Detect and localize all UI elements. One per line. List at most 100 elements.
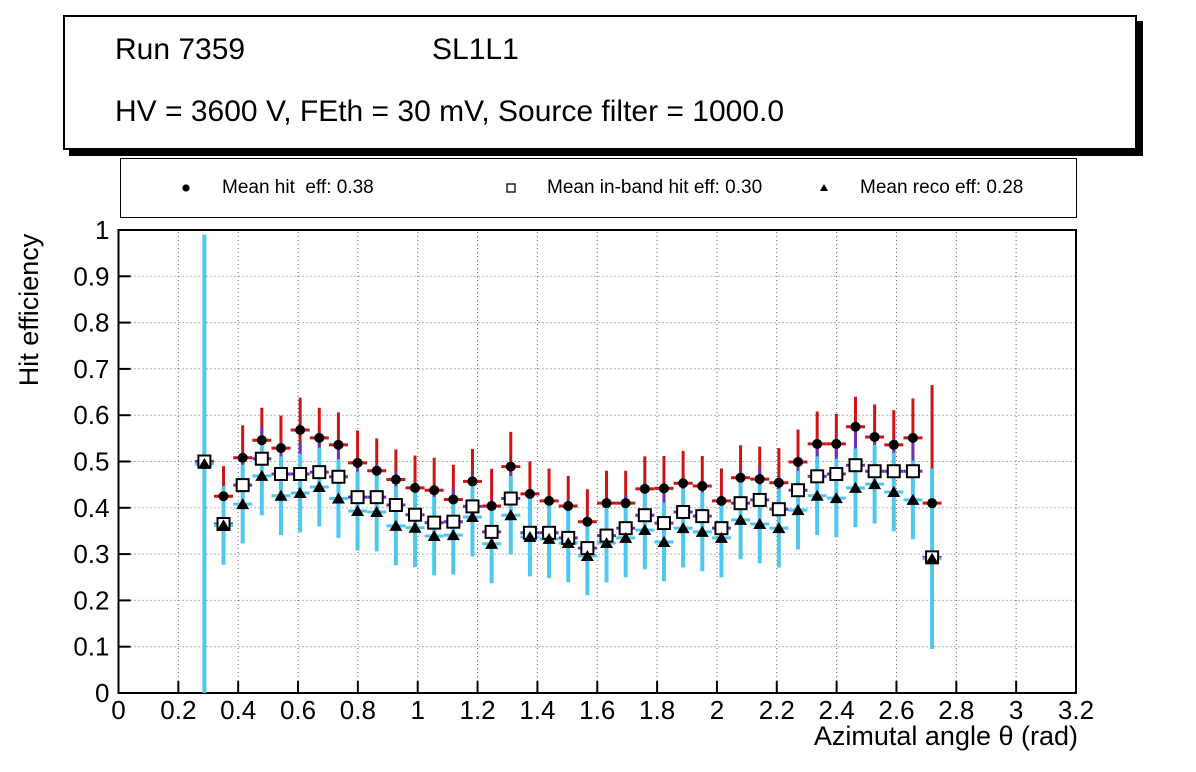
x-tick-label: 0 <box>111 695 125 725</box>
hit-eff-marker <box>812 438 823 449</box>
layer-label: SL1L1 <box>432 33 519 66</box>
x-tick-label: 1.8 <box>639 695 675 725</box>
x-tick-label: 2.4 <box>819 695 855 725</box>
hit-eff-marker <box>314 432 325 443</box>
inband-eff-marker <box>503 491 518 506</box>
inband-eff-marker <box>791 483 806 498</box>
y-tick-label: 0.7 <box>73 354 109 384</box>
hit-eff-marker <box>352 457 363 468</box>
x-axis-title: Azimutal angle θ (rad) <box>814 721 1078 751</box>
y-axis-title: Hit efficiency <box>14 233 44 386</box>
reco-eff-marker <box>638 524 652 536</box>
inband-eff-marker <box>235 478 250 493</box>
reco-eff-marker <box>848 481 862 493</box>
reco-eff-marker <box>485 537 499 549</box>
reco-eff-marker <box>274 489 288 501</box>
reco-eff-marker <box>734 513 748 525</box>
reco-eff-marker <box>523 530 537 542</box>
hit-eff-marker <box>639 483 650 494</box>
reco-eff-marker <box>657 536 671 548</box>
x-tick-label: 1.6 <box>579 695 615 725</box>
hit-eff-marker <box>601 498 612 509</box>
reco-eff-marker <box>504 509 518 521</box>
hit-eff-marker <box>295 425 306 436</box>
inband-eff-marker <box>427 515 442 530</box>
hit-eff-marker <box>888 439 899 450</box>
legend-label: Mean reco eff: 0.28 <box>860 177 1024 198</box>
reco-eff-marker <box>217 519 231 531</box>
legend-label: Mean in-band hit eff: 0.30 <box>547 177 763 198</box>
reco-eff-marker <box>791 504 805 516</box>
hit-eff-marker <box>333 439 344 450</box>
reco-eff-marker <box>370 505 384 517</box>
reco-eff-marker <box>293 486 307 498</box>
run-label: Run 7359 <box>115 33 246 66</box>
x-tick-label: 2 <box>710 695 724 725</box>
hit-eff-marker <box>658 483 669 494</box>
inband-eff-marker <box>810 469 825 484</box>
reco-eff-marker <box>465 511 479 523</box>
inband-eff-marker <box>312 465 327 480</box>
reco-eff-marker <box>312 480 326 492</box>
y-tick-label: 0.4 <box>73 493 109 523</box>
inband-eff-marker <box>656 516 671 531</box>
hit-eff-marker <box>429 485 440 496</box>
inband-eff-marker <box>369 490 384 505</box>
legend-item-reco-eff: Mean reco eff: 0.28 <box>817 159 1023 217</box>
filled-triangle-icon <box>817 181 831 195</box>
hit-eff-marker <box>218 491 229 502</box>
reco-eff-marker <box>906 493 920 505</box>
hit-eff-marker <box>544 495 555 506</box>
reco-eff-marker <box>714 531 728 543</box>
x-tick-label: 1.2 <box>459 695 495 725</box>
x-tick-label: 3.2 <box>1058 695 1094 725</box>
inband-eff-marker <box>695 509 710 524</box>
inband-eff-marker <box>733 496 748 511</box>
hit-eff-marker <box>505 461 516 472</box>
y-tick-label: 0.5 <box>73 447 109 477</box>
inband-eff-marker <box>848 458 863 473</box>
hit-eff-marker <box>716 495 727 506</box>
inband-eff-marker <box>676 504 691 519</box>
reco-eff-marker <box>561 536 575 548</box>
inband-eff-marker <box>829 467 844 482</box>
open-square-icon <box>504 181 518 195</box>
hit-eff-marker <box>563 500 574 511</box>
inband-eff-marker <box>465 499 480 514</box>
hit-eff-marker <box>275 443 286 454</box>
inband-eff-marker <box>388 498 403 513</box>
hit-eff-marker <box>735 472 746 483</box>
inband-eff-marker <box>905 464 920 479</box>
x-tick-label: 0.2 <box>160 695 196 725</box>
hit-eff-marker <box>390 474 401 485</box>
reco-eff-marker <box>829 492 843 504</box>
reco-eff-marker <box>925 552 939 564</box>
reco-eff-marker <box>408 521 422 533</box>
x-tick-label: 1.4 <box>519 695 555 725</box>
inband-eff-marker <box>752 492 767 507</box>
hit-eff-marker <box>620 498 631 509</box>
hit-eff-marker <box>697 481 708 492</box>
reco-eff-marker <box>542 532 556 544</box>
reco-eff-marker <box>772 522 786 534</box>
y-tick-label: 0.8 <box>73 308 109 338</box>
inband-eff-marker <box>771 502 786 517</box>
x-tick-label: 0.8 <box>340 695 376 725</box>
inband-eff-marker <box>484 524 499 539</box>
filled-circle-icon <box>179 181 193 195</box>
hit-eff-marker <box>678 478 689 489</box>
conditions-label: HV = 3600 V, FEth = 30 mV, Source filter… <box>115 95 785 128</box>
x-tick-label: 0.6 <box>280 695 316 725</box>
reco-eff-marker <box>753 518 767 530</box>
inband-eff-marker <box>350 490 365 505</box>
hit-eff-marker <box>754 474 765 485</box>
x-tick-label: 2.2 <box>759 695 795 725</box>
y-tick-label: 0.9 <box>73 261 109 291</box>
y-tick-label: 1 <box>95 215 109 245</box>
inband-eff-marker <box>446 514 461 529</box>
hit-eff-marker <box>486 500 497 511</box>
legend-item-hit-eff: Mean hit eff: 0.38 <box>179 159 374 217</box>
hit-eff-marker <box>582 516 593 527</box>
